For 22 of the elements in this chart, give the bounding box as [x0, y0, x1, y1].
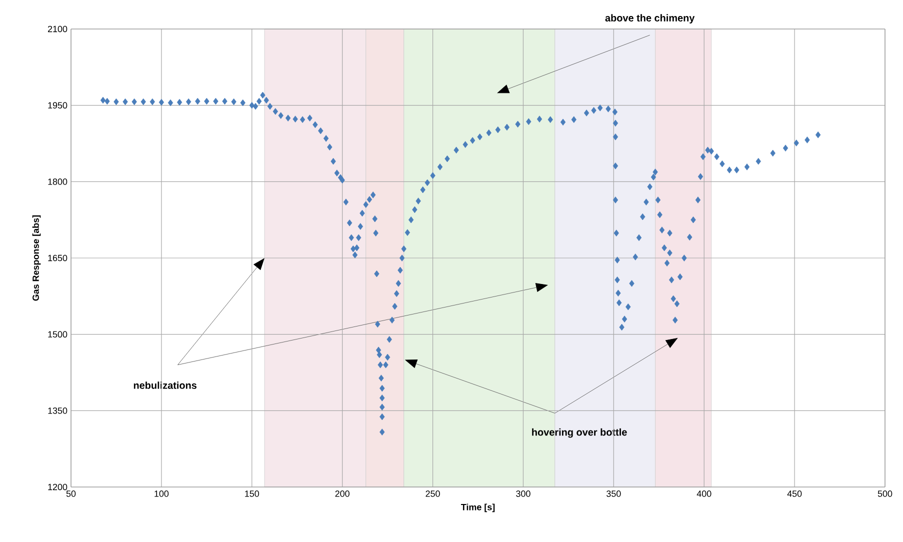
- x-tick-label: 50: [66, 490, 76, 497]
- y-tick-label: 2100: [48, 26, 68, 32]
- y-tick-label: 1350: [48, 407, 68, 414]
- x-tick-label: 100: [154, 490, 169, 497]
- x-tick-label: 350: [606, 490, 621, 497]
- annotation: nebulizations: [134, 382, 196, 389]
- x-tick-label: 300: [516, 490, 530, 497]
- x-tick-label: 250: [426, 490, 440, 497]
- annotation: hovering over bottle: [532, 428, 627, 438]
- x-tick-label: 150: [245, 490, 260, 497]
- x-tick-label: 450: [787, 490, 802, 497]
- y-tick-label: 1650: [48, 254, 68, 262]
- y-axis-title: Gas Response [abs]: [32, 215, 41, 301]
- y-tick-label: 1800: [48, 178, 68, 185]
- text: above the chimeny: [605, 14, 695, 24]
- x-tick-label: 200: [335, 490, 350, 497]
- y-tick-label: 1950: [48, 102, 68, 109]
- x-tick-label: 500: [878, 490, 892, 497]
- y-tick-label: 1200: [48, 484, 68, 490]
- y-tick-label: 1500: [48, 331, 68, 338]
- x-axis-title: Time [s]: [460, 504, 495, 512]
- x-tick-label: 400: [696, 490, 712, 497]
